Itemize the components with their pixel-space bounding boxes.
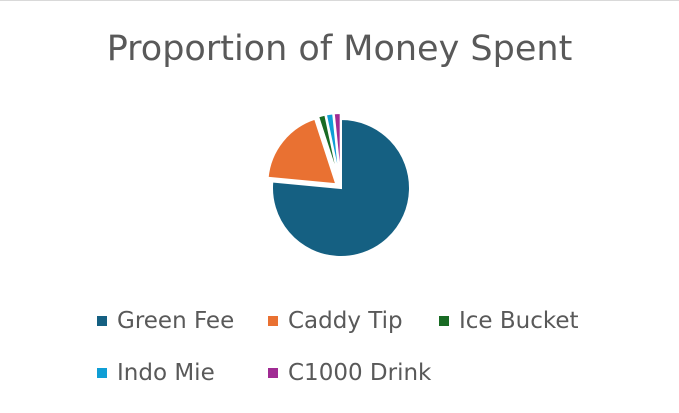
pie-slice-green-fee: [271, 117, 411, 258]
chart-title: Proportion of Money Spent: [106, 29, 573, 69]
pie-slice-c1000-drink: [332, 112, 342, 183]
pie-slices: [266, 112, 411, 258]
pie-slice-caddy-tip: [266, 117, 338, 186]
